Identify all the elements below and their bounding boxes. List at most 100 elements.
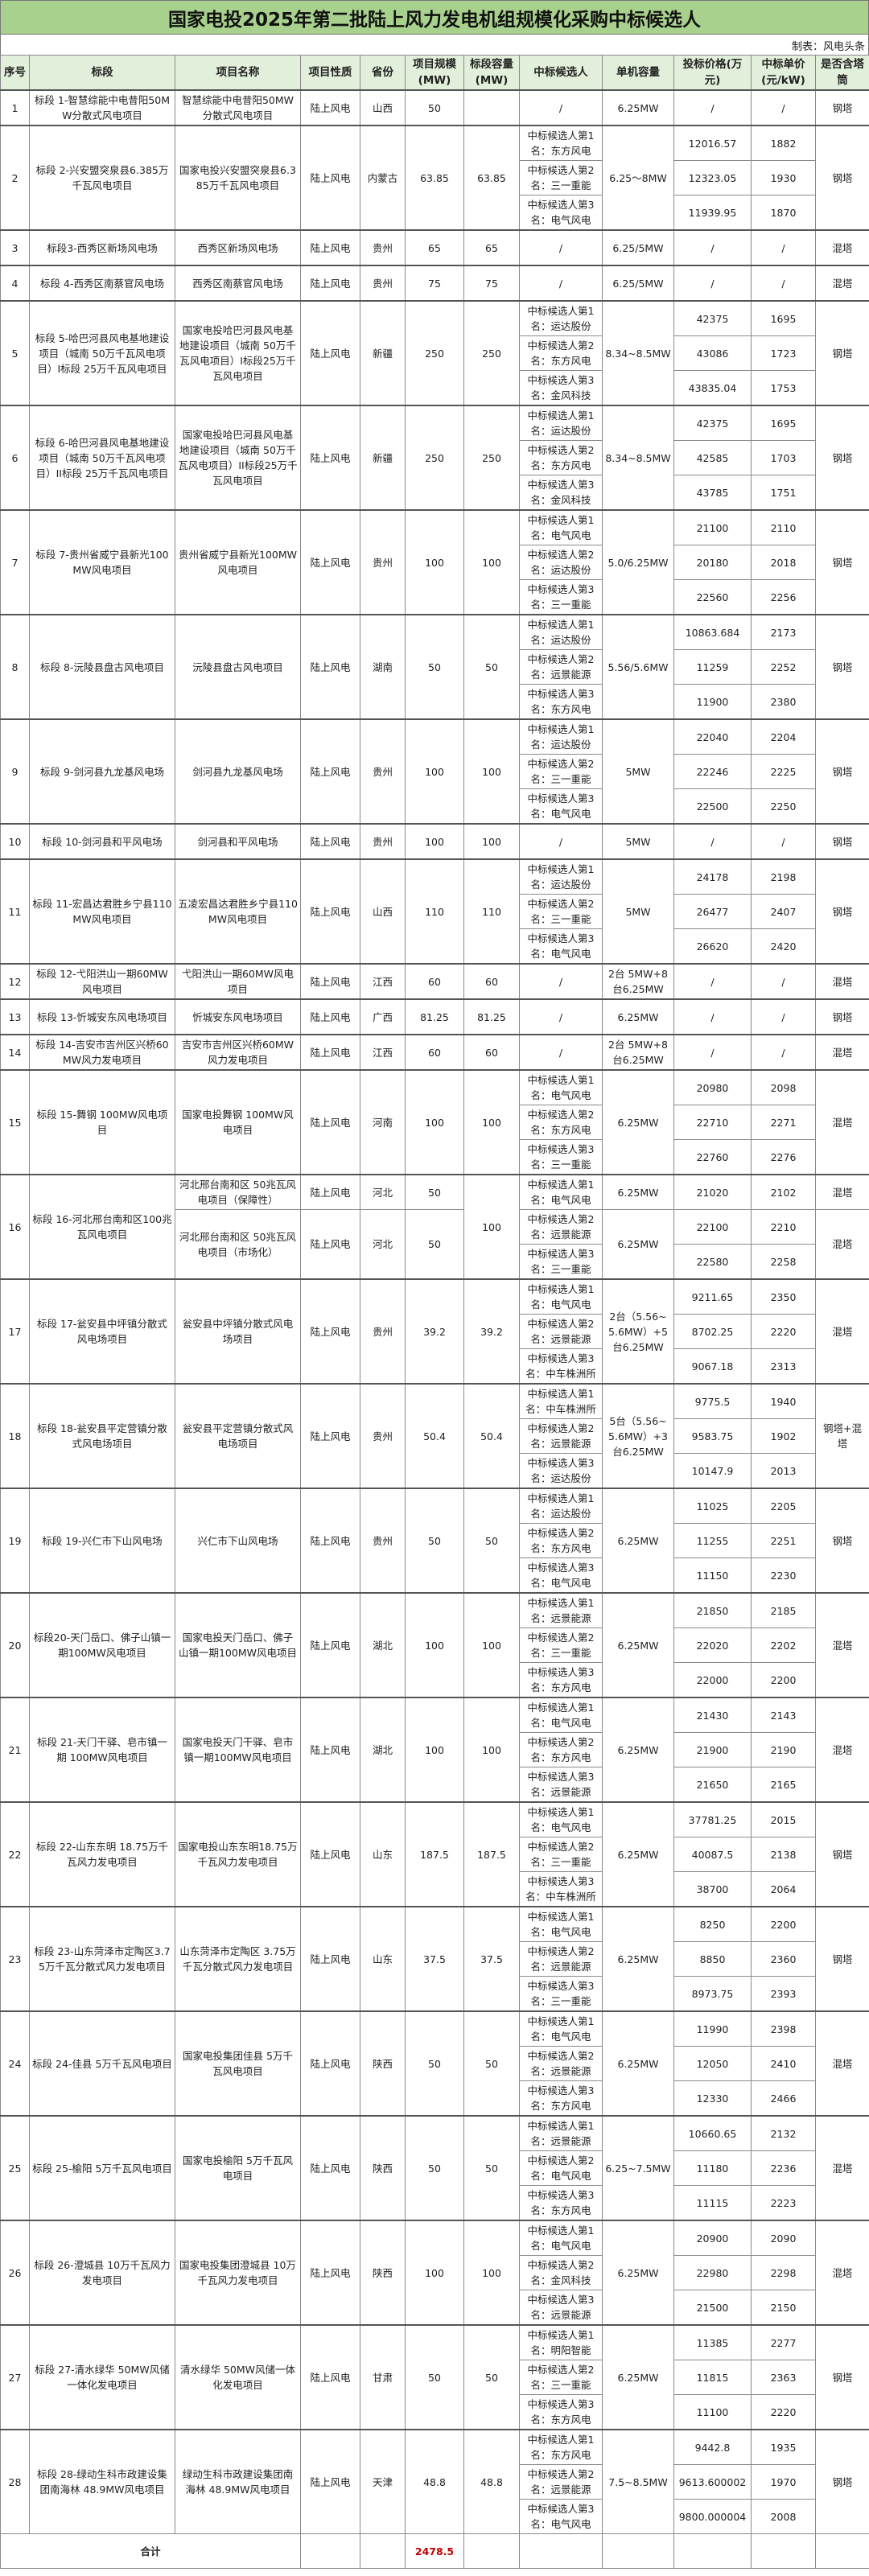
row-number: 5 bbox=[0, 300, 30, 406]
candidate: 中标候选人第1名：运达股份 bbox=[519, 1488, 603, 1524]
section-capacity: 48.8 bbox=[463, 2429, 520, 2534]
section-name: 标段 21-天门干驿、皂市镇一期 100MW风电项目 bbox=[29, 1697, 175, 1803]
table-row: 中标候选人第2名：东方风电 42585 1703 bbox=[1, 440, 869, 475]
project-name: 兴仁市下山风电场 bbox=[175, 1488, 301, 1594]
project-scale: 100 bbox=[405, 2220, 464, 2326]
row-number: 21 bbox=[0, 1697, 30, 1803]
project-name: 河北邢台南和区 50兆瓦风电项目（市场化） bbox=[175, 1209, 301, 1280]
project-name: 忻城安东风电场项目 bbox=[175, 998, 301, 1035]
bid-price: 22980 bbox=[673, 2255, 752, 2290]
tower-type: 钢塔 bbox=[815, 614, 869, 720]
candidate: 中标候选人第1名：远景能源 bbox=[519, 1592, 603, 1628]
unit-price: 1870 bbox=[751, 195, 816, 231]
candidate: / bbox=[519, 823, 603, 860]
table-row: 中标候选人第3名：远景能源 21650 2165 bbox=[1, 1767, 869, 1803]
bid-price: 10660.65 bbox=[673, 2115, 752, 2151]
bid-price: 9211.65 bbox=[673, 1278, 752, 1315]
project-name: 国家电投集团佳县 5万千瓦风电项目 bbox=[175, 2010, 301, 2117]
province: 山东 bbox=[360, 1801, 406, 1907]
empty-cell bbox=[300, 2533, 360, 2569]
table-row: 中标候选人第3名：三一重能 22580 2258 bbox=[1, 1244, 869, 1280]
empty-cell bbox=[519, 2533, 603, 2569]
project-name: 西秀区南蔡官风电场 bbox=[175, 265, 301, 302]
table-row: 中标候选人第3名：电气风电 26620 2420 bbox=[1, 928, 869, 965]
project-nature: 陆上风电 bbox=[300, 2220, 360, 2326]
bid-price: 22020 bbox=[673, 1627, 752, 1663]
table-row: 中标候选人第3名：电气风电 11150 2230 bbox=[1, 1558, 869, 1594]
table-row: 中标候选人第2名：远景能源 12050 2410 bbox=[1, 2046, 869, 2081]
unit-price: 2360 bbox=[751, 1941, 816, 1977]
project-scale: 81.25 bbox=[405, 998, 464, 1035]
unit-price: 2225 bbox=[751, 754, 816, 789]
table-row: 中标候选人第3名：东方风电 22000 2200 bbox=[1, 1662, 869, 1698]
row-number: 3 bbox=[0, 229, 30, 266]
unit-capacity: 6.25MW bbox=[602, 1209, 674, 1280]
province: 新疆 bbox=[360, 300, 406, 406]
unit-price: 2008 bbox=[751, 2499, 816, 2534]
candidate: 中标候选人第1名：电气风电 bbox=[519, 2010, 603, 2047]
unit-price: 2420 bbox=[751, 928, 816, 965]
tower-type: 钢塔 bbox=[815, 2429, 869, 2534]
project-scale: 100 bbox=[405, 1697, 464, 1803]
section-capacity: 110 bbox=[463, 858, 520, 965]
province: 陕西 bbox=[360, 2115, 406, 2221]
bid-price: 43835.04 bbox=[673, 370, 752, 406]
project-name: 剑河县和平风电场 bbox=[175, 823, 301, 860]
project-nature: 陆上风电 bbox=[300, 1592, 360, 1698]
bid-price: 24178 bbox=[673, 858, 752, 895]
table-row: 中标候选人第2名：三一重能 11815 2363 bbox=[1, 2360, 869, 2395]
header-no: 序号 bbox=[0, 55, 30, 91]
unit-capacity: 6.25MW bbox=[602, 1801, 674, 1907]
table-row: 中标候选人第3名：东方风电 11100 2220 bbox=[1, 2394, 869, 2430]
tower-type: 钢塔 bbox=[815, 998, 869, 1035]
table-row: 中标候选人第3名：运达股份 10147.9 2013 bbox=[1, 1453, 869, 1489]
row-number: 1 bbox=[0, 89, 30, 126]
unit-price: 2220 bbox=[751, 2394, 816, 2430]
unit-price: 2200 bbox=[751, 1906, 816, 1942]
unit-price: 2236 bbox=[751, 2150, 816, 2186]
unit-price: 2204 bbox=[751, 718, 816, 755]
province: 山西 bbox=[360, 89, 406, 126]
section-capacity: 100 bbox=[463, 509, 520, 615]
project-name: 国家电投天门干驿、皂市镇一期100MW风电项目 bbox=[175, 1697, 301, 1803]
candidate: 中标候选人第3名：东方风电 bbox=[519, 2185, 603, 2221]
unit-capacity: 6.25MW bbox=[602, 1069, 674, 1175]
candidate: 中标候选人第1名：运达股份 bbox=[519, 300, 603, 336]
province: 湖北 bbox=[360, 1592, 406, 1698]
table-row: 中标候选人第2名：东方风电 43086 1723 bbox=[1, 335, 869, 371]
province: 新疆 bbox=[360, 405, 406, 511]
row-number: 19 bbox=[0, 1488, 30, 1594]
table-row: 中标候选人第2名：金风科技 22980 2298 bbox=[1, 2255, 869, 2290]
project-nature: 陆上风电 bbox=[300, 858, 360, 965]
empty-cell bbox=[815, 2533, 869, 2569]
unit-capacity: 2台（5.56~5.6MW）+5台6.25MW bbox=[602, 1278, 674, 1385]
unit-capacity: 6.25MW bbox=[602, 998, 674, 1035]
table-row: 中标候选人第2名：东方风电 11255 2251 bbox=[1, 1523, 869, 1558]
table-row: 13 标段 13-忻城安东风电场项目 忻城安东风电场项目 陆上风电 广西 81.25 81.… bbox=[0, 998, 869, 1035]
empty-cell bbox=[673, 2533, 752, 2569]
table-row: 中标候选人第2名：远景能源 8850 2360 bbox=[1, 1941, 869, 1977]
row-number: 10 bbox=[0, 823, 30, 860]
unit-price: 2277 bbox=[751, 2324, 816, 2360]
unit-price: 2143 bbox=[751, 1697, 816, 1733]
candidate: / bbox=[519, 265, 603, 302]
candidate: 中标候选人第2名：三一重能 bbox=[519, 1627, 603, 1663]
candidate: 中标候选人第1名：电气风电 bbox=[519, 1069, 603, 1105]
tower-type: 钢塔 bbox=[815, 2324, 869, 2430]
bid-price: 9067.18 bbox=[673, 1348, 752, 1385]
unit-capacity: 5.0/6.25MW bbox=[602, 509, 674, 615]
project-scale: 100 bbox=[405, 1069, 464, 1175]
unit-price: 1723 bbox=[751, 335, 816, 371]
province: 贵州 bbox=[360, 718, 406, 825]
bid-candidates-table: 序号 标段 项目名称 项目性质 省份 项目规模(MW) 标段容量(MW) 中标候… bbox=[0, 55, 869, 2569]
bid-price: 12016.57 bbox=[673, 125, 752, 161]
candidate: 中标候选人第2名：远景能源 bbox=[519, 1209, 603, 1245]
section-name: 标段 22-山东东明 18.75万千瓦风力发电项目 bbox=[29, 1801, 175, 1907]
unit-price: / bbox=[751, 963, 816, 1000]
table-row: 6 标段 6-哈巴河县风电基地建设项目（城南 50万千瓦风电项目）II标段 25万… bbox=[0, 405, 869, 511]
candidate: 中标候选人第1名：东方风电 bbox=[519, 125, 603, 161]
unit-price: 1935 bbox=[751, 2429, 816, 2465]
unit-price: / bbox=[751, 998, 816, 1035]
project-scale: 50.4 bbox=[405, 1383, 464, 1489]
province: 湖北 bbox=[360, 1697, 406, 1803]
